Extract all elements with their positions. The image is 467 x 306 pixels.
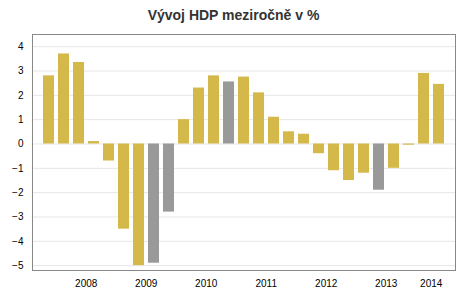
- svg-text:2014: 2014: [420, 278, 443, 289]
- svg-text:2013: 2013: [375, 278, 398, 289]
- svg-text:2011: 2011: [255, 278, 277, 289]
- svg-text:4: 4: [18, 41, 24, 52]
- svg-text:2: 2: [18, 90, 24, 101]
- svg-text:1: 1: [18, 114, 24, 125]
- svg-text:3: 3: [18, 65, 24, 76]
- svg-text:2012: 2012: [315, 278, 338, 289]
- svg-text:−5: −5: [12, 260, 24, 271]
- svg-text:2010: 2010: [195, 278, 218, 289]
- svg-text:−2: −2: [12, 187, 24, 198]
- svg-text:2009: 2009: [135, 278, 158, 289]
- svg-text:−4: −4: [12, 236, 24, 247]
- svg-text:−3: −3: [12, 211, 24, 222]
- svg-text:2008: 2008: [75, 278, 98, 289]
- svg-text:0: 0: [18, 138, 24, 149]
- html-text:Vývoj HDP meziročně v %: Vývoj HDP meziročně v %: [147, 7, 320, 23]
- svg-text:−1: −1: [12, 163, 24, 174]
